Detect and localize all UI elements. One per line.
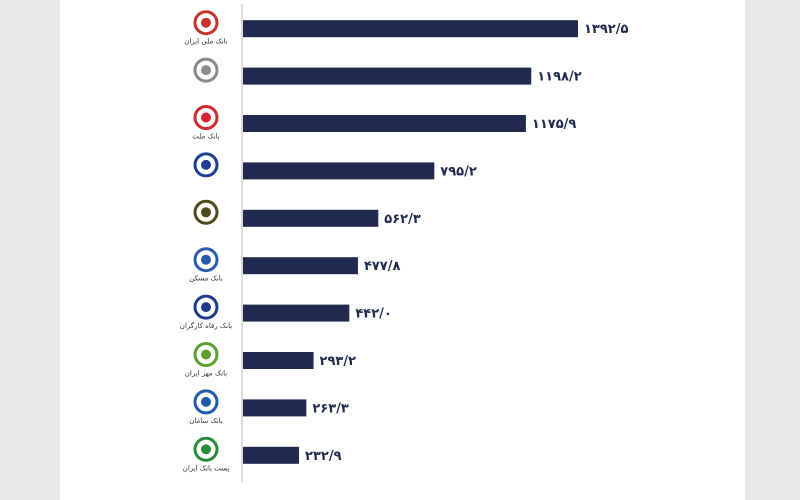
bank-logo xyxy=(193,57,219,83)
category-label: بانک ملت xyxy=(192,133,220,141)
bank-logo xyxy=(193,105,219,130)
value-label: ۲۳۲/۹ xyxy=(305,449,342,464)
bar xyxy=(243,20,578,38)
bank-logo-core xyxy=(201,302,211,313)
bank-logo xyxy=(193,436,219,462)
category-label: بانک ملی ایران xyxy=(184,38,228,46)
bank-logo-core xyxy=(201,159,211,170)
bar xyxy=(243,115,526,132)
value-label: ۱۱۹۸/۲ xyxy=(537,70,581,85)
bar xyxy=(243,304,350,322)
value-label: ۲۹۳/۲ xyxy=(320,354,357,369)
bank-logo xyxy=(193,152,219,178)
bank-logo xyxy=(193,389,219,415)
bank-logo-core xyxy=(201,112,211,123)
bank-logo xyxy=(193,294,219,320)
bank-logo xyxy=(193,342,219,367)
bar xyxy=(243,446,300,464)
bank-logo xyxy=(193,10,219,36)
value-label: ۱۳۹۲/۵ xyxy=(584,22,628,37)
category-label: بانک مسکن xyxy=(189,275,223,283)
bank-logo xyxy=(193,247,219,273)
category-label: پست بانک ایران xyxy=(183,464,230,472)
bank-logo xyxy=(193,199,219,225)
value-label: ۲۶۳/۳ xyxy=(312,401,349,416)
value-label: ۱۱۷۵/۹ xyxy=(532,117,576,132)
bar xyxy=(243,67,532,85)
value-label: ۵۶۲/۳ xyxy=(384,212,421,227)
bar xyxy=(243,352,314,369)
bank-logo-core xyxy=(201,17,211,28)
bank-logo-core xyxy=(201,254,211,265)
value-label: ۴۴۲/۰ xyxy=(355,307,392,322)
bank-logo-core xyxy=(201,65,211,76)
bank-logo-core xyxy=(201,444,211,455)
bank-logo-core xyxy=(201,396,211,407)
bank-logo-core xyxy=(201,207,211,218)
category-label: بانک رفاه کارگران xyxy=(180,321,232,330)
bar xyxy=(243,257,358,275)
value-label: ۷۹۵/۲ xyxy=(440,164,477,179)
value-label: ۴۷۷/۸ xyxy=(364,259,401,274)
bar xyxy=(243,162,435,180)
category-label: بانک سامان xyxy=(189,417,223,425)
category-label: بانک مهر ایران xyxy=(185,370,227,378)
bank-logo-core xyxy=(201,349,211,360)
bar xyxy=(243,209,379,227)
bar xyxy=(243,399,307,417)
